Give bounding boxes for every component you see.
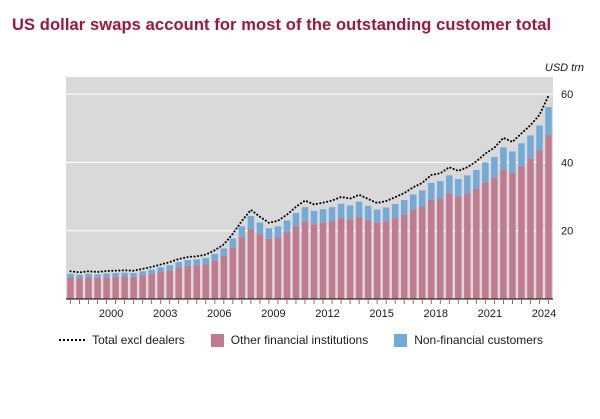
svg-text:2006: 2006 bbox=[207, 308, 231, 319]
legend-item-other-financial: Other financial institutions bbox=[210, 333, 369, 347]
legend-label-other-financial: Other financial institutions bbox=[230, 333, 369, 347]
legend: Total excl dealers Other financial insti… bbox=[12, 333, 590, 347]
chart-area: 2000 2003 2006 2009 2012 2015 2018 2021 2024 20 40… bbox=[66, 61, 590, 319]
svg-text:2021: 2021 bbox=[478, 308, 502, 319]
legend-item-total: Total excl dealers bbox=[59, 333, 185, 347]
svg-text:40: 40 bbox=[561, 157, 573, 169]
svg-text:2009: 2009 bbox=[261, 308, 285, 319]
svg-text:2003: 2003 bbox=[153, 308, 177, 319]
svg-text:2018: 2018 bbox=[424, 308, 448, 319]
svg-text:60: 60 bbox=[561, 89, 573, 101]
svg-text:2015: 2015 bbox=[369, 308, 393, 319]
non-financial-swatch bbox=[394, 333, 408, 347]
legend-label-total: Total excl dealers bbox=[92, 333, 185, 347]
svg-text:20: 20 bbox=[561, 226, 573, 238]
svg-text:2024: 2024 bbox=[532, 308, 556, 319]
svg-text:2012: 2012 bbox=[315, 308, 339, 319]
legend-item-non-financial: Non-financial customers bbox=[394, 333, 543, 347]
svg-text:USD trn: USD trn bbox=[545, 62, 584, 74]
legend-label-non-financial: Non-financial customers bbox=[414, 333, 543, 347]
svg-text:2000: 2000 bbox=[99, 308, 123, 319]
stacked-bar-chart: 2000 2003 2006 2009 2012 2015 2018 2021 2024 20 40… bbox=[66, 62, 584, 319]
dotted-line-swatch bbox=[59, 339, 86, 341]
figure-title: US dollar swaps account for most of the … bbox=[12, 16, 552, 34]
other-financial-swatch bbox=[210, 333, 224, 347]
